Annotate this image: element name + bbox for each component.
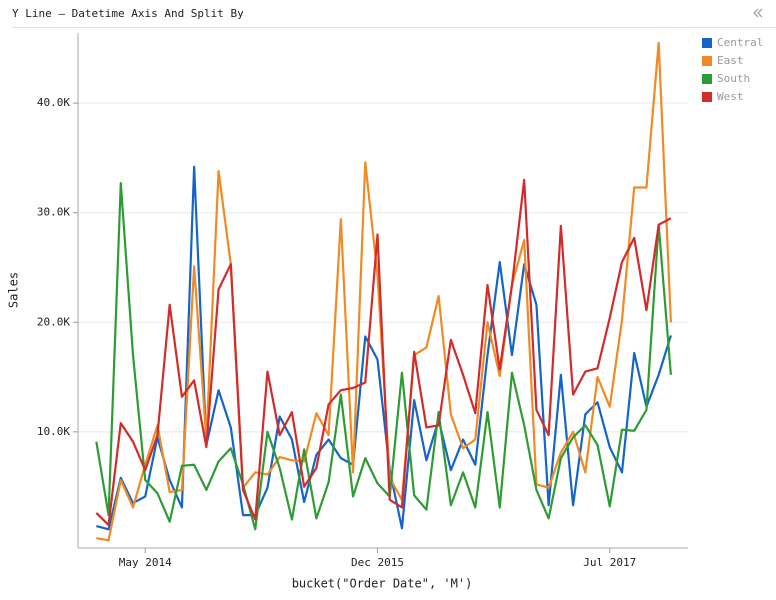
collapse-icon[interactable] <box>757 8 763 18</box>
legend-swatch <box>702 74 712 84</box>
x-tick-label: May 2014 <box>119 556 172 569</box>
legend-swatch <box>702 56 712 66</box>
legend-label: East <box>717 54 744 67</box>
legend-label: South <box>717 72 750 85</box>
x-tick-label: Dec 2015 <box>351 556 404 569</box>
x-axis-label: bucket("Order Date", 'M') <box>292 577 473 591</box>
series-line <box>95 182 672 531</box>
y-tick-label: 30.0K <box>37 206 70 219</box>
x-tick-label: Jul 2017 <box>583 556 636 569</box>
legend-label: West <box>717 90 744 103</box>
y-tick-label: 20.0K <box>37 315 70 328</box>
y-tick-label: 40.0K <box>37 96 70 109</box>
legend-swatch <box>702 38 712 48</box>
collapse-icon[interactable] <box>753 8 759 18</box>
series-line <box>95 178 672 527</box>
chart-title: Y Line – Datetime Axis And Split By <box>12 7 244 20</box>
y-axis-label: Sales <box>7 272 21 308</box>
y-tick-label: 10.0K <box>37 425 70 438</box>
legend-swatch <box>702 92 712 102</box>
legend-label: Central <box>717 36 763 49</box>
series-line <box>96 165 672 531</box>
